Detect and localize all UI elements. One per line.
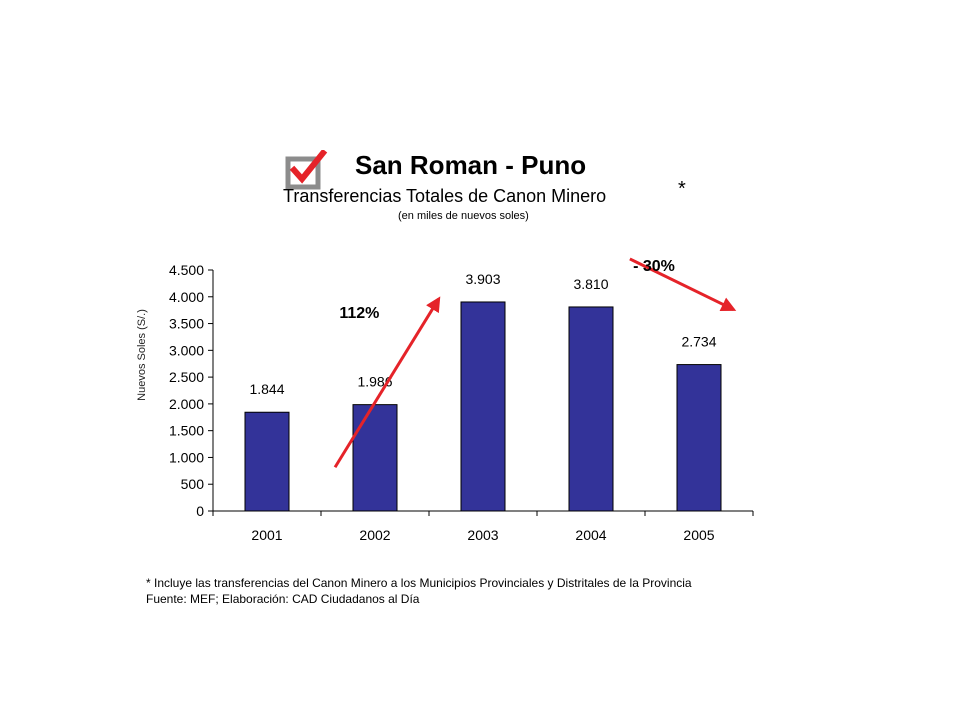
data-label: 2.734	[681, 334, 716, 350]
chart-title: San Roman - Puno	[355, 150, 587, 180]
bar	[460, 301, 506, 512]
y-tick-label: 4.000	[169, 289, 204, 305]
chart-subtitle: Transferencias Totales de Canon Minero	[283, 186, 607, 206]
data-label: 3.903	[465, 271, 500, 287]
trend-arrow-down	[629, 257, 737, 312]
bar	[568, 306, 614, 512]
bar	[352, 404, 398, 512]
x-tick-label: 2005	[683, 527, 714, 543]
bar	[244, 411, 290, 512]
subtitle-footnote-marker: *	[678, 178, 686, 200]
y-tick-label: 1.000	[169, 449, 204, 465]
data-label: 3.810	[573, 276, 608, 292]
bar	[676, 364, 722, 512]
x-tick-label: 2004	[575, 527, 606, 543]
footnote-source: Fuente: MEF; Elaboración: CAD Ciudadanos…	[146, 592, 420, 606]
y-tick-label: 3.500	[169, 316, 204, 332]
x-tick-label: 2001	[251, 527, 282, 543]
y-axis-label: Nuevos Soles (S/.)	[136, 309, 148, 401]
footnote-note: * Incluye las transferencias del Canon M…	[146, 576, 692, 590]
footnote: * Incluye las transferencias del Canon M…	[146, 575, 692, 607]
checkbox-check-icon	[285, 150, 328, 190]
y-tick-label: 1.500	[169, 423, 204, 439]
y-tick-label: 0	[196, 503, 204, 519]
y-tick-label: 2.500	[169, 369, 204, 385]
y-tick-label: 3.000	[169, 342, 204, 358]
x-tick-label: 2002	[359, 527, 390, 543]
y-tick-label: 4.500	[169, 262, 204, 278]
y-tick-label: 2.000	[169, 396, 204, 412]
data-label: 1.844	[249, 381, 284, 397]
trend-label-up: 112%	[339, 305, 379, 322]
x-tick-label: 2003	[467, 527, 498, 543]
trend-arrow-up	[333, 296, 441, 469]
trend-label-down: - 30%	[633, 258, 675, 275]
y-tick-label: 500	[181, 476, 205, 492]
unit-note: (en miles de nuevos soles)	[398, 210, 529, 222]
